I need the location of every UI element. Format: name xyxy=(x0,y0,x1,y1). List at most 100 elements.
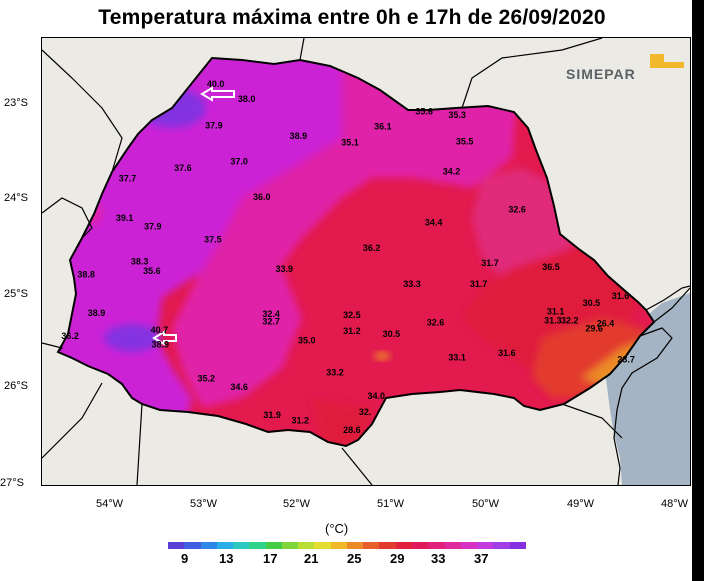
station-value: 32.6 xyxy=(508,205,526,215)
colorbar-segment xyxy=(460,542,478,549)
lat-label-26s: 26°S xyxy=(4,380,28,392)
station-value: 30.5 xyxy=(383,329,401,339)
station-value: 26.4 xyxy=(597,319,615,329)
station-value: 34.4 xyxy=(425,218,443,228)
station-value: 35.3 xyxy=(448,110,466,120)
colorbar-tick: 13 xyxy=(219,551,234,566)
station-value: 32.4 xyxy=(262,309,280,319)
colorbar-tick: 33 xyxy=(431,551,446,566)
station-value: 31.1 xyxy=(547,306,565,316)
station-value: 32. xyxy=(359,407,372,417)
colorbar-segment xyxy=(363,542,380,549)
colorbar-tick: 9 xyxy=(181,551,189,566)
colorbar-segment xyxy=(184,542,201,549)
station-value: 35.5 xyxy=(456,137,474,147)
station-value: 34.2 xyxy=(443,167,461,177)
station-value: 36.1 xyxy=(374,122,392,132)
colorbar-segment xyxy=(330,542,347,549)
station-value: 38.9 xyxy=(88,308,106,318)
colorbar-tick: 37 xyxy=(474,551,489,566)
station-value: 33.9 xyxy=(276,264,294,274)
lat-label-24s: 24°S xyxy=(4,192,28,204)
station-value: 38.3 xyxy=(131,256,149,266)
map-frame: 40.0 38.0 37.9 38.9 35.1 36.1 35.6 35.3 35.5 34.2… xyxy=(41,37,691,486)
border-santa-catarina xyxy=(136,403,623,485)
window-edge xyxy=(692,0,704,581)
arrow-icon-max xyxy=(200,86,235,102)
station-value: 37.9 xyxy=(205,121,223,131)
station-value: 31.7 xyxy=(470,279,488,289)
lon-label-53w: 53°W xyxy=(190,498,218,510)
station-value: 39.1 xyxy=(116,213,134,223)
colorbar-segment xyxy=(444,542,461,549)
station-value: 36.0 xyxy=(253,192,271,202)
colorbar-tick: 25 xyxy=(347,551,362,566)
station-value: 34.0 xyxy=(368,391,386,401)
station-value: 28.6 xyxy=(343,425,361,435)
logo-mark-icon: SIMEPAR xyxy=(566,54,684,82)
border-paraguay xyxy=(42,197,93,239)
station-value: 31.6 xyxy=(612,291,630,301)
colorbar-segment xyxy=(411,542,429,549)
station-value: 34.6 xyxy=(230,382,248,392)
station-value: 35.1 xyxy=(341,138,359,148)
station-value: 36.2 xyxy=(61,331,79,341)
colorbar-unit: (°C) xyxy=(325,521,349,536)
station-value: 31.7 xyxy=(481,258,499,268)
station-value: 36.5 xyxy=(542,262,560,272)
colorbar-segment xyxy=(249,542,266,549)
colorbar-tick: 29 xyxy=(390,551,405,566)
station-value: 32.6 xyxy=(427,318,445,328)
station-value: 32.7 xyxy=(262,317,280,327)
lat-label-27s: 27°S xyxy=(0,477,24,489)
station-values: 40.0 38.0 37.9 38.9 35.1 36.1 35.6 35.3 35.5 34.2… xyxy=(61,79,634,435)
colorbar-segment xyxy=(233,542,250,549)
station-value: 31.2 xyxy=(292,416,310,426)
lon-label-54w: 54°W xyxy=(96,498,124,510)
colorbar-segment xyxy=(493,542,510,549)
lon-label-51w: 51°W xyxy=(377,498,405,510)
temperature-map: 40.0 38.0 37.9 38.9 35.1 36.1 35.6 35.3 35.5 34.2… xyxy=(42,38,690,485)
colorbar-segment xyxy=(509,542,526,549)
colorbar-segment xyxy=(298,542,315,549)
station-value: 23.7 xyxy=(617,354,635,364)
station-value: 40.0 xyxy=(207,79,225,89)
lon-label-52w: 52°W xyxy=(283,498,311,510)
station-value: 38.8 xyxy=(77,270,95,280)
arrow-icon-secondary xyxy=(152,330,177,346)
station-value: 38.9 xyxy=(152,339,170,349)
logo-text: SIMEPAR xyxy=(566,66,636,82)
station-value: 35.0 xyxy=(298,336,316,346)
station-value: 31.6 xyxy=(498,348,516,358)
station-value: 33.3 xyxy=(403,279,421,289)
station-value: 38.9 xyxy=(290,131,308,141)
station-value: 37.0 xyxy=(230,156,248,166)
colorbar-segment xyxy=(265,542,282,549)
colorbar-segment xyxy=(379,542,396,549)
colorbar-segment xyxy=(281,542,299,549)
station-value: 37.5 xyxy=(204,235,222,245)
station-value: 31.9 xyxy=(263,410,281,420)
station-value: 38.0 xyxy=(238,94,256,104)
station-value: 35.2 xyxy=(198,373,216,383)
simepar-logo: SIMEPAR xyxy=(564,52,686,82)
station-value: 35.6 xyxy=(415,106,433,116)
colorbar-segment xyxy=(477,542,494,549)
station-value: 35.6 xyxy=(143,266,161,276)
colorbar-tick: 17 xyxy=(263,551,278,566)
colorbar xyxy=(168,542,526,549)
state-outline xyxy=(56,56,656,448)
station-value: 36.2 xyxy=(363,243,381,253)
lon-label-48w: 48°W xyxy=(661,498,689,510)
map-title: Temperatura máxima entre 0h e 17h de 26/… xyxy=(98,6,606,29)
border-mato-grosso-do-sul xyxy=(42,49,123,173)
station-value: 40.7 xyxy=(151,325,169,335)
station-value: 37.6 xyxy=(174,163,192,173)
colorbar-segment xyxy=(314,542,331,549)
border-argentina xyxy=(42,342,103,459)
lat-label-23s: 23°S xyxy=(4,97,28,109)
colorbar-segment xyxy=(168,542,185,549)
station-value: 31.3 xyxy=(544,316,562,326)
coastline xyxy=(613,285,690,485)
station-value: 33.2 xyxy=(326,368,344,378)
